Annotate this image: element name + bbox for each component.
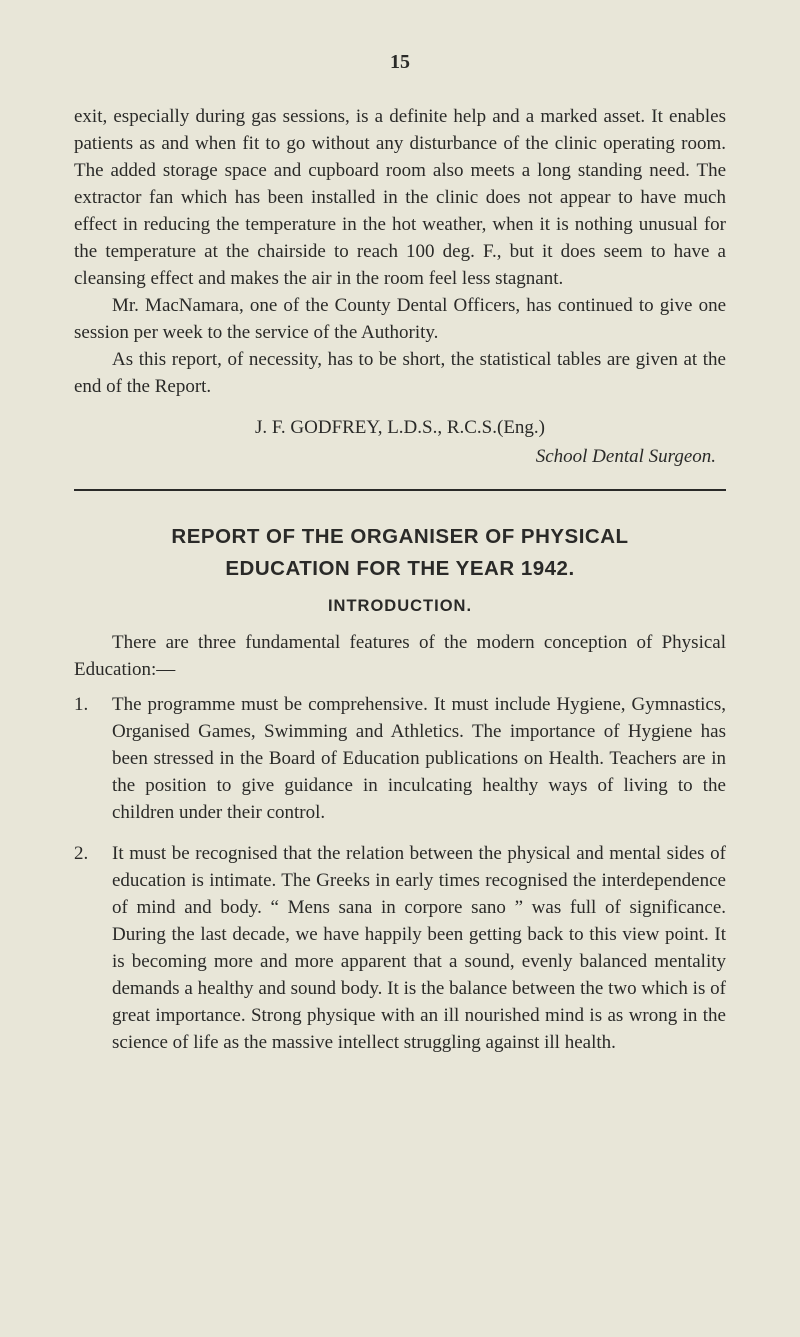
signature-title: School Dental Surgeon. [74,444,716,471]
list-text: It must be recognised that the relation … [112,843,726,1053]
heading-line-2: EDUCATION FOR THE YEAR 1942. [225,557,574,580]
body-paragraph-2: Mr. MacNamara, one of the County Dental … [74,293,726,347]
heading-line-1: REPORT OF THE ORGANISER OF PHYSICAL [171,525,628,548]
page-container: 15 exit, especially during gas sessions,… [0,0,800,1130]
list-text: The programme must be comprehensive. It … [112,694,726,823]
list-item: 2. It must be recognised that the relati… [74,841,726,1057]
section-divider [74,489,726,491]
body-paragraph-1: exit, especially during gas sessions, is… [74,104,726,293]
list-number: 2. [74,841,88,868]
page-number: 15 [74,48,726,76]
numbered-list: 1. The programme must be comprehensive. … [74,692,726,1057]
intro-paragraph: There are three fundamental features of … [74,630,726,684]
body-paragraph-3: As this report, of necessity, has to be … [74,347,726,401]
signature-line: J. F. GODFREY, L.D.S., R.C.S.(Eng.) [74,415,726,442]
list-number: 1. [74,692,88,719]
section-heading: REPORT OF THE ORGANISER OF PHYSICAL EDUC… [74,521,726,585]
list-item: 1. The programme must be comprehensive. … [74,692,726,827]
section-subheading: INTRODUCTION. [74,595,726,618]
